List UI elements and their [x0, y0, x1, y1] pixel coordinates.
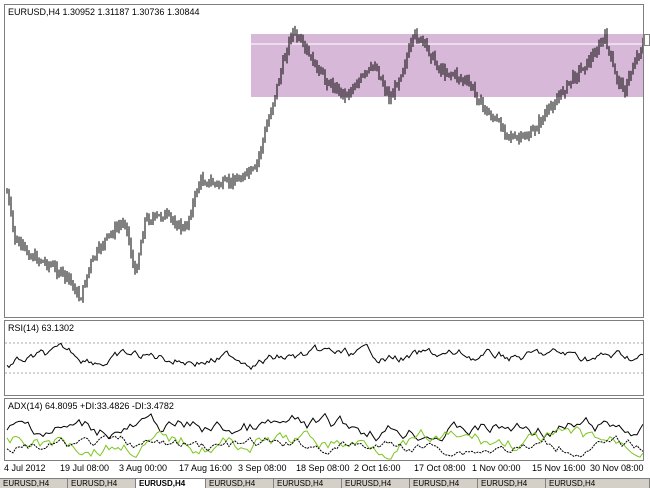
adx-panel[interactable]: ADX(14) 64.8095 +DI:33.4826 -DI:3.4782 — [4, 398, 644, 461]
chart-tab[interactable]: EURUSD,H4 — [478, 479, 546, 488]
time-axis-label: 4 Jul 2012 — [4, 463, 46, 473]
chart-scroll-handle[interactable] — [644, 34, 650, 46]
rsi-canvas[interactable] — [5, 321, 644, 396]
time-axis-label: 18 Sep 08:00 — [296, 463, 350, 473]
rsi-panel-title: RSI(14) 63.1302 — [8, 323, 75, 333]
adx-plus-di-line — [6, 426, 643, 460]
time-axis-label: 17 Oct 08:00 — [414, 463, 466, 473]
time-axis-label: 3 Aug 00:00 — [119, 463, 168, 473]
chart-tab[interactable]: EURUSD,H4 — [68, 479, 136, 488]
rsi-line — [6, 342, 643, 371]
chart-tab[interactable]: EURUSD,H4 — [410, 479, 478, 488]
time-axis-label: 17 Aug 16:00 — [179, 463, 233, 473]
time-axis-label: 19 Jul 08:00 — [60, 463, 110, 473]
adx-minus-di-line — [6, 434, 643, 458]
adx-canvas[interactable] — [5, 399, 644, 461]
range-zone — [251, 34, 643, 97]
time-axis: 4 Jul 2012 19 Jul 08:00 3 Aug 00:00 17 A… — [4, 462, 644, 476]
chart-tab-active[interactable]: EURUSD,H4 — [136, 479, 206, 488]
rsi-panel[interactable]: RSI(14) 63.1302 — [4, 320, 644, 396]
time-axis-label: 15 Nov 16:00 — [532, 463, 586, 473]
chart-tab-bar: EURUSD,H4 EURUSD,H4 EURUSD,H4 EURUSD,H4 … — [0, 478, 650, 488]
chart-tab[interactable]: EURUSD,H4 — [0, 479, 68, 488]
price-chart-canvas[interactable] — [5, 5, 644, 318]
chart-tab[interactable]: EURUSD,H4 — [342, 479, 410, 488]
time-axis-label: 3 Sep 08:00 — [238, 463, 287, 473]
adx-main-line — [6, 412, 643, 442]
adx-panel-title: ADX(14) 64.8095 +DI:33.4826 -DI:3.4782 — [8, 401, 174, 411]
price-chart-panel[interactable]: EURUSD,H4 1.30952 1.31187 1.30736 1.3084… — [4, 4, 644, 318]
price-chart-title: EURUSD,H4 1.30952 1.31187 1.30736 1.3084… — [8, 7, 200, 17]
time-axis-label: 30 Nov 08:00 — [590, 463, 644, 473]
chart-tab[interactable]: EURUSD,H4 — [274, 479, 342, 488]
time-axis-label: 2 Oct 16:00 — [354, 463, 401, 473]
chart-tab[interactable]: EURUSD,H4 — [206, 479, 274, 488]
time-axis-label: 1 Nov 00:00 — [472, 463, 521, 473]
